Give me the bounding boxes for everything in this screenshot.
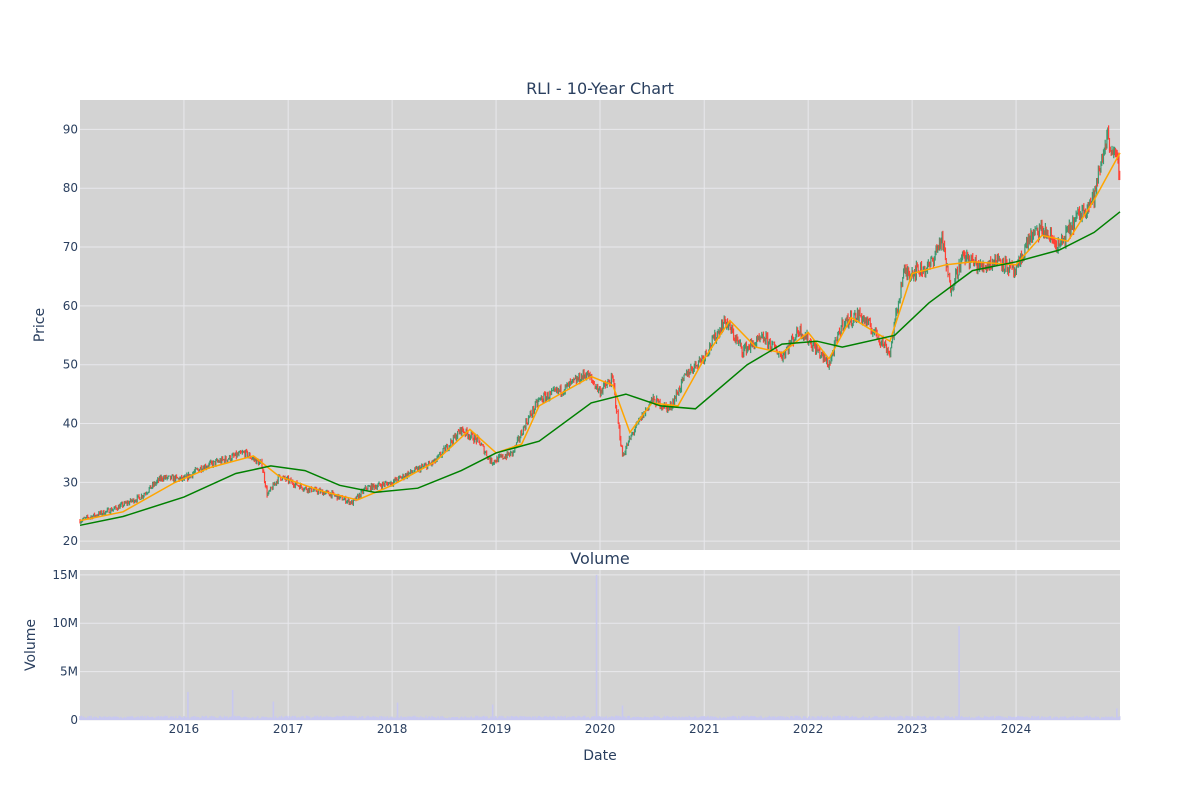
volume-tick-label: 10M: [52, 616, 78, 630]
price-y-ticks: 20 30 40 50 60 70 80 90: [63, 122, 78, 548]
price-tick-label: 70: [63, 240, 78, 254]
volume-y-ticks: 0 5M 10M 15M: [52, 568, 78, 727]
date-tick-label: 2022: [793, 722, 824, 736]
volume-chart-title: Volume: [570, 549, 630, 568]
price-chart-title: RLI - 10-Year Chart: [526, 79, 674, 98]
long-moving-average-line: [79, 211, 1121, 527]
date-tick-label: 2019: [481, 722, 512, 736]
price-tick-label: 60: [63, 299, 78, 313]
price-tick-label: 40: [63, 417, 78, 431]
price-grid: [80, 100, 1120, 550]
date-tick-label: 2024: [1001, 722, 1032, 736]
date-x-ticks: 2016 2017 2018 2019 2020 2021 2022 2023 2024: [169, 722, 1032, 736]
price-tick-label: 30: [63, 475, 78, 489]
date-axis-title: Date: [583, 748, 616, 764]
volume-tick-label: 5M: [60, 665, 78, 679]
volume-tick-label: 0: [70, 713, 78, 727]
date-tick-label: 2021: [689, 722, 720, 736]
price-tick-label: 90: [63, 122, 78, 136]
volume-tick-label: 15M: [52, 568, 78, 582]
price-tick-label: 20: [63, 534, 78, 548]
date-tick-label: 2020: [585, 722, 616, 736]
price-axis-title: Price: [32, 308, 48, 342]
date-tick-label: 2018: [377, 722, 408, 736]
volume-bars: [79, 574, 1121, 720]
date-tick-label: 2023: [897, 722, 928, 736]
price-tick-label: 80: [63, 181, 78, 195]
date-tick-label: 2017: [273, 722, 304, 736]
moving-average-lines: [79, 152, 1121, 527]
price-tick-label: 50: [63, 358, 78, 372]
volume-axis-title: Volume: [23, 619, 39, 671]
date-tick-label: 2016: [169, 722, 200, 736]
